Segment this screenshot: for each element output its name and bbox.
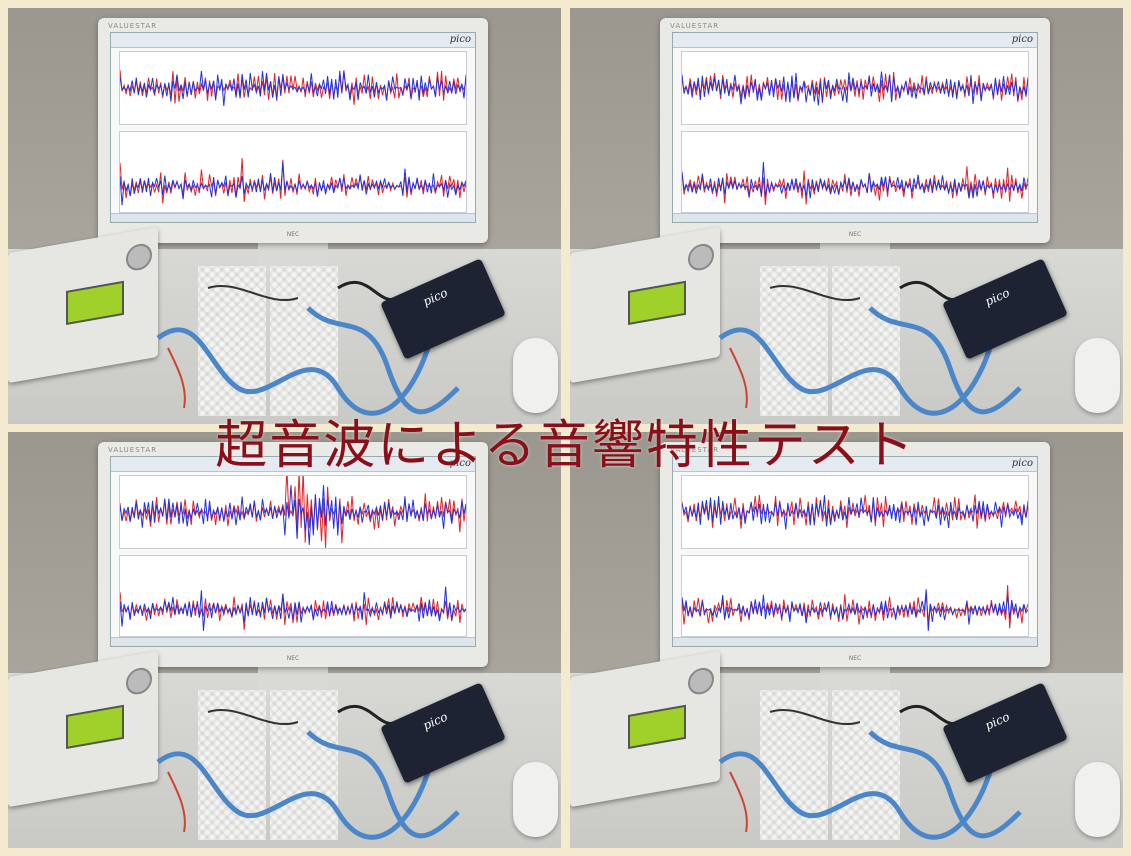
monitor-screen: pico [110,456,476,647]
software-logo: pico [449,458,471,469]
photo-panel-top-left: VALUESTAR pico NEC pico [8,8,561,424]
waveform-plot-lower [119,131,467,213]
caption-title: 超音波による音響特性テスト [215,416,916,476]
monitor-screen: pico [672,456,1038,647]
waveform-lower-svg [120,158,466,206]
foam-mesh-right [270,690,338,840]
waveform-plot-lower [681,555,1029,637]
waveform-upper-svg [120,476,466,548]
cables [718,704,1022,840]
waveform-plot-upper [681,475,1029,549]
waveform-lower-svg [682,585,1028,631]
photo-panel-bottom-right: VALUESTAR pico NEC pico [570,432,1123,848]
monitor-stand [820,240,890,270]
monitor-brand: VALUESTAR [670,446,720,454]
foam-mesh-right [832,266,900,416]
waveform-plot-lower [119,555,467,637]
monitor: VALUESTAR pico NEC [660,18,1050,243]
lab-scene: VALUESTAR pico NEC pico [8,8,561,424]
waveform-upper-svg [682,494,1028,530]
software-logo: pico [449,34,471,45]
waveform-trace [120,586,466,631]
lab-scene: VALUESTAR pico NEC pico [570,432,1123,848]
waveform-trace [120,70,466,105]
monitor: VALUESTAR pico NEC [98,442,488,667]
waveform-trace [120,485,466,545]
software-statusbar [673,637,1037,646]
scope-label: pico [420,709,450,733]
software-statusbar [111,637,475,646]
waveform-upper-svg [682,71,1028,106]
lab-scene: VALUESTAR pico NEC pico [570,8,1123,424]
monitor-maker: NEC [286,231,300,238]
software-toolbar [673,33,1037,48]
waveform-trace [120,70,466,107]
waveform-lower-svg [120,586,466,631]
software-toolbar [111,33,475,48]
cables [156,704,460,840]
waveform-plot-upper [681,51,1029,125]
monitor-maker: NEC [286,655,300,662]
waveform-plot-lower [681,131,1029,213]
lab-scene: VALUESTAR pico NEC pico [8,432,561,848]
cables [718,280,1022,416]
monitor-brand: VALUESTAR [670,22,720,30]
monitor-brand: VALUESTAR [108,22,158,30]
waveform-trace [682,71,1028,106]
waveform-trace [120,592,466,630]
software-logo: pico [1011,458,1033,469]
monitor-stand [820,664,890,694]
foam-mesh-left [198,266,266,416]
software-toolbar [111,457,475,472]
waveform-lower-svg [682,162,1028,206]
monitor-brand: VALUESTAR [108,446,158,454]
monitor-maker: NEC [848,655,862,662]
foam-mesh-right [832,690,900,840]
monitor-stand [258,664,328,694]
waveform-trace [682,589,1028,631]
monitor-stand [258,240,328,270]
monitor: VALUESTAR pico NEC [98,18,488,243]
cables [156,280,460,416]
mouse [1075,762,1120,837]
waveform-plot-upper [119,475,467,549]
waveform-trace [682,495,1028,530]
scope-label: pico [982,285,1012,309]
photo-panel-top-right: VALUESTAR pico NEC pico [570,8,1123,424]
waveform-trace [682,162,1028,199]
software-statusbar [673,213,1037,222]
foam-mesh-right [270,266,338,416]
monitor: VALUESTAR pico NEC [660,442,1050,667]
software-logo: pico [1011,34,1033,45]
scope-label: pico [420,285,450,309]
scope-label: pico [982,709,1012,733]
software-toolbar [673,457,1037,472]
monitor-screen: pico [110,32,476,223]
monitor-maker: NEC [848,231,862,238]
waveform-trace [120,162,466,206]
mouse [513,338,558,413]
waveform-plot-upper [119,51,467,125]
software-statusbar [111,213,475,222]
foam-mesh-left [760,690,828,840]
waveform-upper-svg [120,70,466,107]
photo-panel-bottom-left: VALUESTAR pico NEC pico [8,432,561,848]
mouse [513,762,558,837]
mouse [1075,338,1120,413]
monitor-screen: pico [672,32,1038,223]
